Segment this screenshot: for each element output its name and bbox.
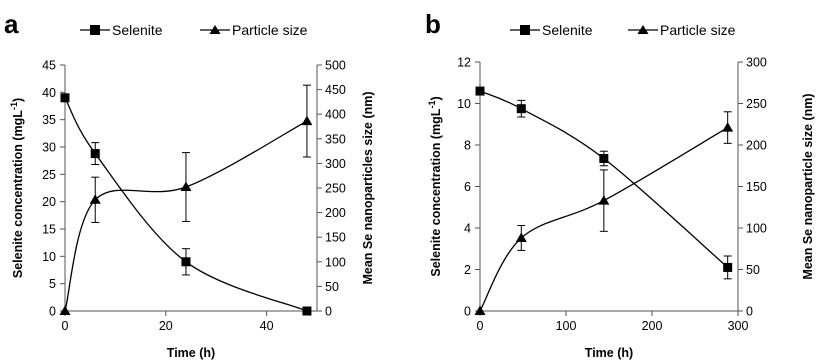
- y2-tick-label: 350: [325, 132, 346, 146]
- legend-triangle-marker: [637, 25, 649, 34]
- y2-tick-label: 300: [325, 157, 346, 171]
- y2-tick-label: 250: [325, 182, 346, 196]
- data-point-square: [475, 86, 485, 96]
- y2-tick-label: 500: [325, 59, 346, 73]
- panel-letter: a: [4, 9, 19, 39]
- y2-tick-label: 50: [325, 280, 339, 294]
- y-tick-label: 6: [464, 180, 471, 194]
- legend-label: Particle size: [232, 22, 308, 38]
- x-tick-label: 40: [260, 319, 274, 333]
- y-tick-label: 10: [457, 97, 471, 111]
- y-axis-title: Selenite concentration (mgL-1): [427, 96, 443, 276]
- y2-tick-label: 250: [746, 97, 767, 111]
- y-tick-label: 2: [464, 263, 471, 277]
- x-tick-label: 300: [728, 319, 749, 333]
- data-point-square: [302, 306, 312, 316]
- y2-tick-label: 100: [325, 255, 346, 269]
- y-tick-label: 12: [457, 56, 471, 70]
- y2-axis-title: Mean Se nanoparticles size (nm): [361, 91, 375, 284]
- data-point-triangle: [59, 305, 71, 315]
- series-line-selenite: [64, 97, 308, 312]
- y-tick-label: 40: [42, 86, 56, 100]
- y2-tick-label: 0: [746, 305, 753, 319]
- y-tick-label: 25: [42, 168, 56, 182]
- x-tick-label: 20: [159, 319, 173, 333]
- series-line-particle-size: [64, 120, 308, 312]
- data-point-square: [723, 262, 733, 272]
- y-tick-label: 5: [49, 277, 56, 291]
- chart-panel-a: a051015202530354045050100150200250300350…: [4, 9, 375, 360]
- data-point-triangle: [722, 122, 734, 132]
- data-point-square: [90, 149, 100, 159]
- legend-square-marker: [520, 25, 530, 35]
- y-axis-title: Selenite concentration (mgL-1): [9, 98, 25, 278]
- y2-tick-label: 400: [325, 108, 346, 122]
- y-tick-label: 20: [42, 195, 56, 209]
- data-point-square: [60, 93, 70, 103]
- y2-axis-title: Mean Se nanoparticle size (nm): [801, 93, 815, 279]
- y2-tick-label: 0: [325, 305, 332, 319]
- series-line-particle-size: [479, 127, 729, 312]
- x-tick-label: 100: [556, 319, 577, 333]
- legend-label: Selenite: [542, 22, 593, 38]
- y-tick-label: 4: [464, 222, 471, 236]
- y-tick-label: 10: [42, 250, 56, 264]
- data-point-square: [181, 257, 191, 267]
- x-tick-label: 0: [477, 319, 484, 333]
- y2-tick-label: 50: [746, 263, 760, 277]
- y-tick-label: 45: [42, 59, 56, 73]
- data-point-triangle: [598, 195, 610, 205]
- y2-tick-label: 450: [325, 83, 346, 97]
- y2-tick-label: 200: [325, 206, 346, 220]
- data-point-triangle: [474, 305, 486, 315]
- y-tick-label: 15: [42, 223, 56, 237]
- y-tick-label: 30: [42, 141, 56, 155]
- legend-label: Selenite: [112, 22, 163, 38]
- data-point-triangle: [515, 232, 527, 242]
- y-tick-label: 8: [464, 139, 471, 153]
- data-point-square: [599, 153, 609, 163]
- panel-letter: b: [425, 9, 441, 39]
- data-point-square: [516, 104, 526, 114]
- x-tick-label: 200: [642, 319, 663, 333]
- x-axis-title: Time (h): [585, 346, 633, 360]
- y2-tick-label: 100: [746, 222, 767, 236]
- y2-tick-label: 150: [746, 180, 767, 194]
- y2-tick-label: 300: [746, 56, 767, 70]
- y-tick-label: 0: [49, 305, 56, 319]
- data-point-triangle: [301, 115, 313, 126]
- x-axis-title: Time (h): [167, 346, 215, 360]
- legend-label: Particle size: [660, 22, 736, 38]
- y-tick-label: 0: [464, 305, 471, 319]
- x-tick-label: 0: [62, 319, 69, 333]
- data-point-triangle: [180, 181, 192, 192]
- data-point-triangle: [89, 194, 101, 204]
- y2-tick-label: 200: [746, 139, 767, 153]
- y-tick-label: 35: [42, 113, 56, 127]
- y2-tick-label: 150: [325, 231, 346, 245]
- legend-square-marker: [90, 25, 100, 35]
- legend-triangle-marker: [209, 25, 221, 34]
- series-line-selenite: [479, 90, 729, 268]
